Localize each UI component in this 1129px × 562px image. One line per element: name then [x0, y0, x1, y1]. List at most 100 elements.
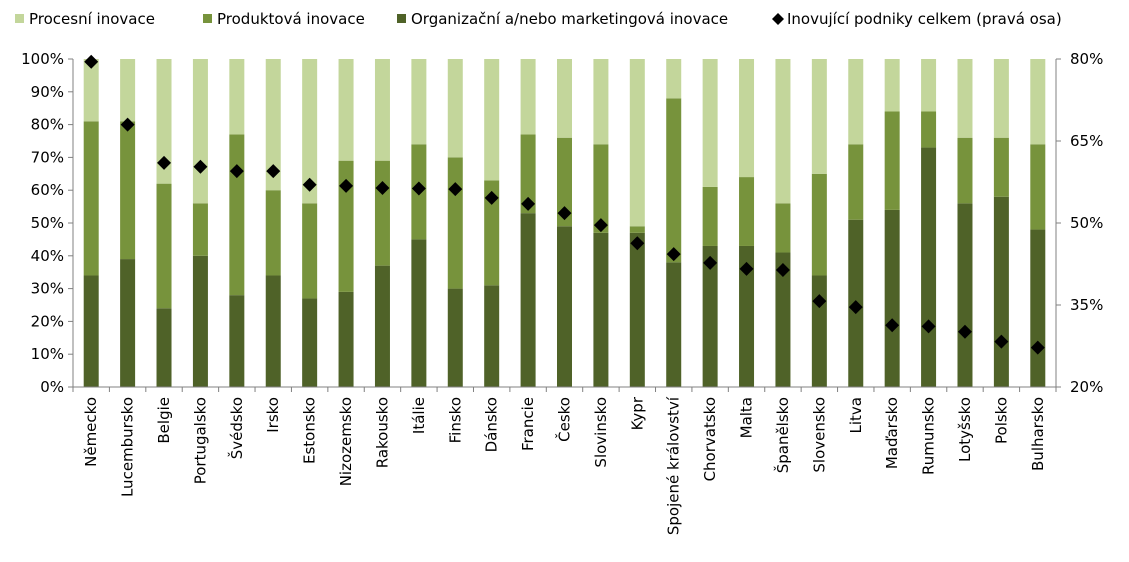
marker-point: [411, 181, 426, 196]
legend: Procesní inovace Produktová inovace Organi…: [15, 10, 1062, 28]
x-category-label: Estonsko: [301, 397, 319, 464]
bar-segment: [848, 59, 864, 145]
bar-segment: [338, 160, 354, 292]
x-category-label: Irsko: [264, 397, 282, 433]
marker-point: [885, 318, 900, 333]
x-category-label: Litva: [847, 397, 865, 433]
marker-point: [1030, 340, 1045, 355]
bar-segment: [192, 59, 208, 204]
bar-segment: [557, 226, 572, 387]
legend-label: Produktová inovace: [217, 10, 365, 28]
marker-point: [84, 54, 99, 69]
marker-point: [448, 182, 463, 197]
bar-segment: [593, 232, 609, 387]
bar-segment: [265, 275, 281, 387]
marker-point: [994, 334, 1009, 349]
bar-segment: [557, 137, 572, 227]
bar-segment: [702, 186, 718, 246]
bar-segment: [411, 239, 427, 387]
bar-segment: [921, 59, 937, 112]
bar-segment: [811, 173, 827, 276]
bar-segment: [484, 180, 500, 286]
bar-segment: [993, 196, 1009, 387]
marker-point: [739, 261, 754, 276]
bar-segment: [1030, 59, 1046, 145]
bar-segment: [666, 98, 682, 263]
bar-segment: [156, 308, 172, 387]
bar-segment: [156, 59, 172, 184]
marker-point: [557, 206, 572, 221]
legend-label: Procesní inovace: [29, 10, 155, 28]
legend-label: Inovující podniky celkem (pravá osa): [787, 10, 1062, 28]
x-category-label: Lotyšsko: [956, 397, 974, 462]
bar-segment: [739, 177, 755, 246]
bar-segment: [120, 259, 136, 387]
bar-segment: [957, 59, 973, 138]
x-category-label: Nizozemsko: [337, 397, 355, 486]
bar-segment: [229, 134, 245, 296]
marker-point: [630, 236, 645, 251]
y-right-tick-label: 80%: [1070, 50, 1103, 68]
bar-segment: [447, 59, 463, 158]
bar-segment: [557, 59, 572, 138]
marker-point: [593, 218, 608, 233]
marker-point: [521, 196, 536, 211]
bar-segment: [775, 203, 791, 253]
bar-segment: [702, 59, 718, 187]
bar-segment: [629, 226, 645, 233]
marker-point: [193, 159, 208, 174]
bar-segment: [374, 59, 390, 161]
marker-point: [812, 294, 827, 309]
marker-point: [120, 117, 135, 132]
bar-segment: [993, 59, 1009, 138]
bar-segment: [739, 59, 755, 178]
marker-point: [229, 164, 244, 179]
y-left-tick-label: 40%: [31, 247, 64, 265]
bar-segment: [666, 59, 682, 99]
bar-segment: [520, 213, 536, 387]
bar-segment: [374, 265, 390, 387]
x-category-label: Finsko: [446, 397, 464, 443]
x-category-label: Rumunsko: [920, 397, 938, 475]
marker-point: [339, 178, 354, 193]
x-category-label: Lucembursko: [119, 397, 137, 497]
markers-layer: [84, 54, 1045, 355]
y-left-tick-label: 100%: [21, 50, 64, 68]
marker-point: [484, 190, 499, 205]
bar-segment: [993, 137, 1009, 197]
x-category-label: Švédsko: [227, 397, 246, 459]
marker-point: [666, 247, 681, 262]
y-left-tick-label: 20%: [31, 312, 64, 330]
bar-segment: [192, 203, 208, 256]
labels-layer: 0% 10% 20% 30% 40% 50% 60% 70% 80% 90% 100% 20% 35% 5…: [21, 50, 1103, 535]
bar-segment: [666, 262, 682, 387]
bar-segment: [1030, 144, 1046, 230]
x-category-label: Francie: [519, 397, 537, 451]
marker-point: [157, 155, 172, 170]
x-category-label: Slovensko: [810, 397, 828, 473]
legend-swatch: [397, 14, 406, 23]
bar-segment: [520, 59, 536, 135]
y-left-tick-label: 50%: [31, 214, 64, 232]
marker-point: [775, 263, 790, 278]
bar-segment: [702, 245, 718, 387]
bar-segment: [447, 157, 463, 289]
legend-label: Organizační a/nebo marketingová inovace: [411, 10, 728, 28]
bar-segment: [120, 121, 136, 260]
bar-segment: [593, 59, 609, 145]
marker-point: [703, 255, 718, 270]
bar-segment: [484, 59, 500, 181]
x-category-label: Portugalsko: [191, 397, 209, 484]
y-right-tick-label: 65%: [1070, 132, 1103, 150]
y-right-tick-label: 35%: [1070, 296, 1103, 314]
legend-swatch: [15, 14, 24, 23]
bar-segment: [192, 255, 208, 387]
bar-segment: [265, 59, 281, 191]
y-left-tick-label: 90%: [31, 83, 64, 101]
marker-point: [266, 164, 281, 179]
bar-segment: [957, 203, 973, 387]
bar-segment: [775, 59, 791, 204]
x-category-label: Itálie: [410, 397, 428, 434]
bar-segment: [156, 183, 172, 309]
